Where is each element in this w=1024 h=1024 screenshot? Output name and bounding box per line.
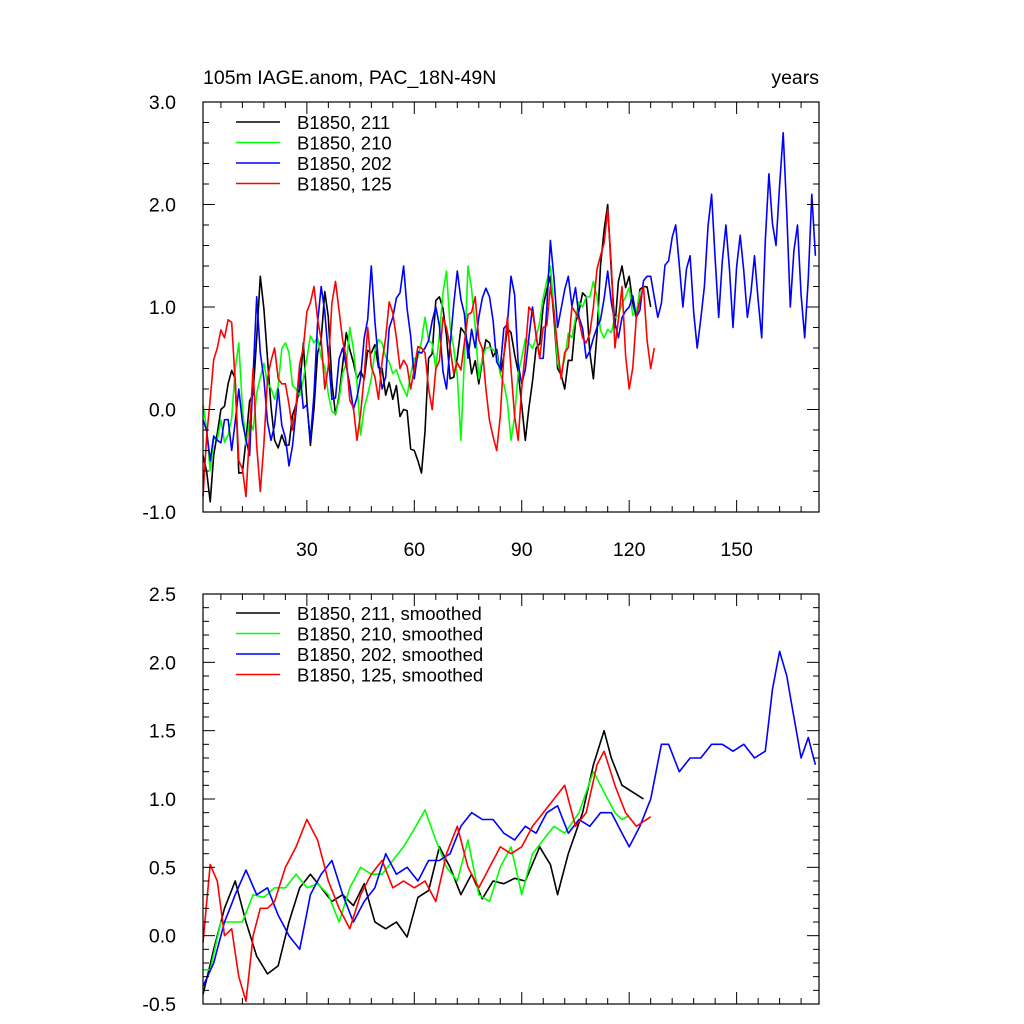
plot-frame-smoothed <box>202 593 820 1005</box>
series-line-b1850-210 <box>202 265 641 472</box>
bottom-panel: -0.5 0.0 0.5 1.0 1.5 2.0 2.5 B1850, 211, smoot… <box>142 584 820 1016</box>
y-tick-label: -0.5 <box>142 994 176 1016</box>
series-line-b1850-211-smoothed <box>202 729 644 995</box>
y-tick-label: 1.0 <box>149 789 176 811</box>
y-tick-labels: -1.0 0.0 1.0 2.0 3.0 <box>142 92 176 524</box>
y-tick-label: 2.0 <box>149 195 176 217</box>
top-panel: 105m IAGE.anom, PAC_18N-49N years -1.0 0.… <box>142 67 820 561</box>
y-tick-label: 2.0 <box>149 652 176 674</box>
series-lines <box>202 132 817 503</box>
legend-label: B1850, 210, smoothed <box>297 624 483 645</box>
series-line-b1850-210-smoothed <box>203 770 630 971</box>
legend-label: B1850, 202, smoothed <box>297 644 483 665</box>
series-line-b1850-202-smoothed <box>202 650 817 987</box>
chart-title: 105m IAGE.anom, PAC_18N-49N <box>203 67 496 89</box>
y-tick-label: 1.0 <box>149 297 176 319</box>
y-tick-label: 3.0 <box>149 92 176 114</box>
plot-frame <box>202 101 820 513</box>
series-line-b1850-125 <box>202 208 656 498</box>
y-tick-label: 0.5 <box>149 857 176 879</box>
x-tick-label: 90 <box>511 539 533 561</box>
series-lines-smoothed <box>202 650 817 1003</box>
legend-label: B1850, 125, smoothed <box>297 665 483 686</box>
series-line-b1850-125-smoothed <box>202 750 652 1003</box>
y-tick-label: 0.0 <box>149 926 176 948</box>
y-tick-label: 1.5 <box>149 721 176 743</box>
y-tick-label: 2.5 <box>149 584 176 606</box>
chart-title-right: years <box>771 67 819 89</box>
series-line-b1850-202 <box>202 132 817 467</box>
x-tick-labels: 30 60 90 120 150 <box>296 539 753 561</box>
x-tick-label: 60 <box>403 539 425 561</box>
legend-label: B1850, 211 <box>297 112 390 133</box>
legend-label: B1850, 211, smoothed <box>297 603 482 624</box>
axis-ticks <box>203 101 819 513</box>
series-line-b1850-211 <box>202 203 652 503</box>
legend-label: B1850, 210 <box>297 133 392 154</box>
x-tick-label: 150 <box>720 539 753 561</box>
x-tick-label: 120 <box>613 539 646 561</box>
x-tick-label: 30 <box>296 539 318 561</box>
y-tick-label: 0.0 <box>149 400 176 422</box>
y-tick-label: -1.0 <box>142 502 176 524</box>
y-tick-labels-smoothed: -0.5 0.0 0.5 1.0 1.5 2.0 2.5 <box>142 584 176 1016</box>
legend-label: B1850, 125 <box>297 174 392 195</box>
legend-label: B1850, 202 <box>297 153 392 174</box>
